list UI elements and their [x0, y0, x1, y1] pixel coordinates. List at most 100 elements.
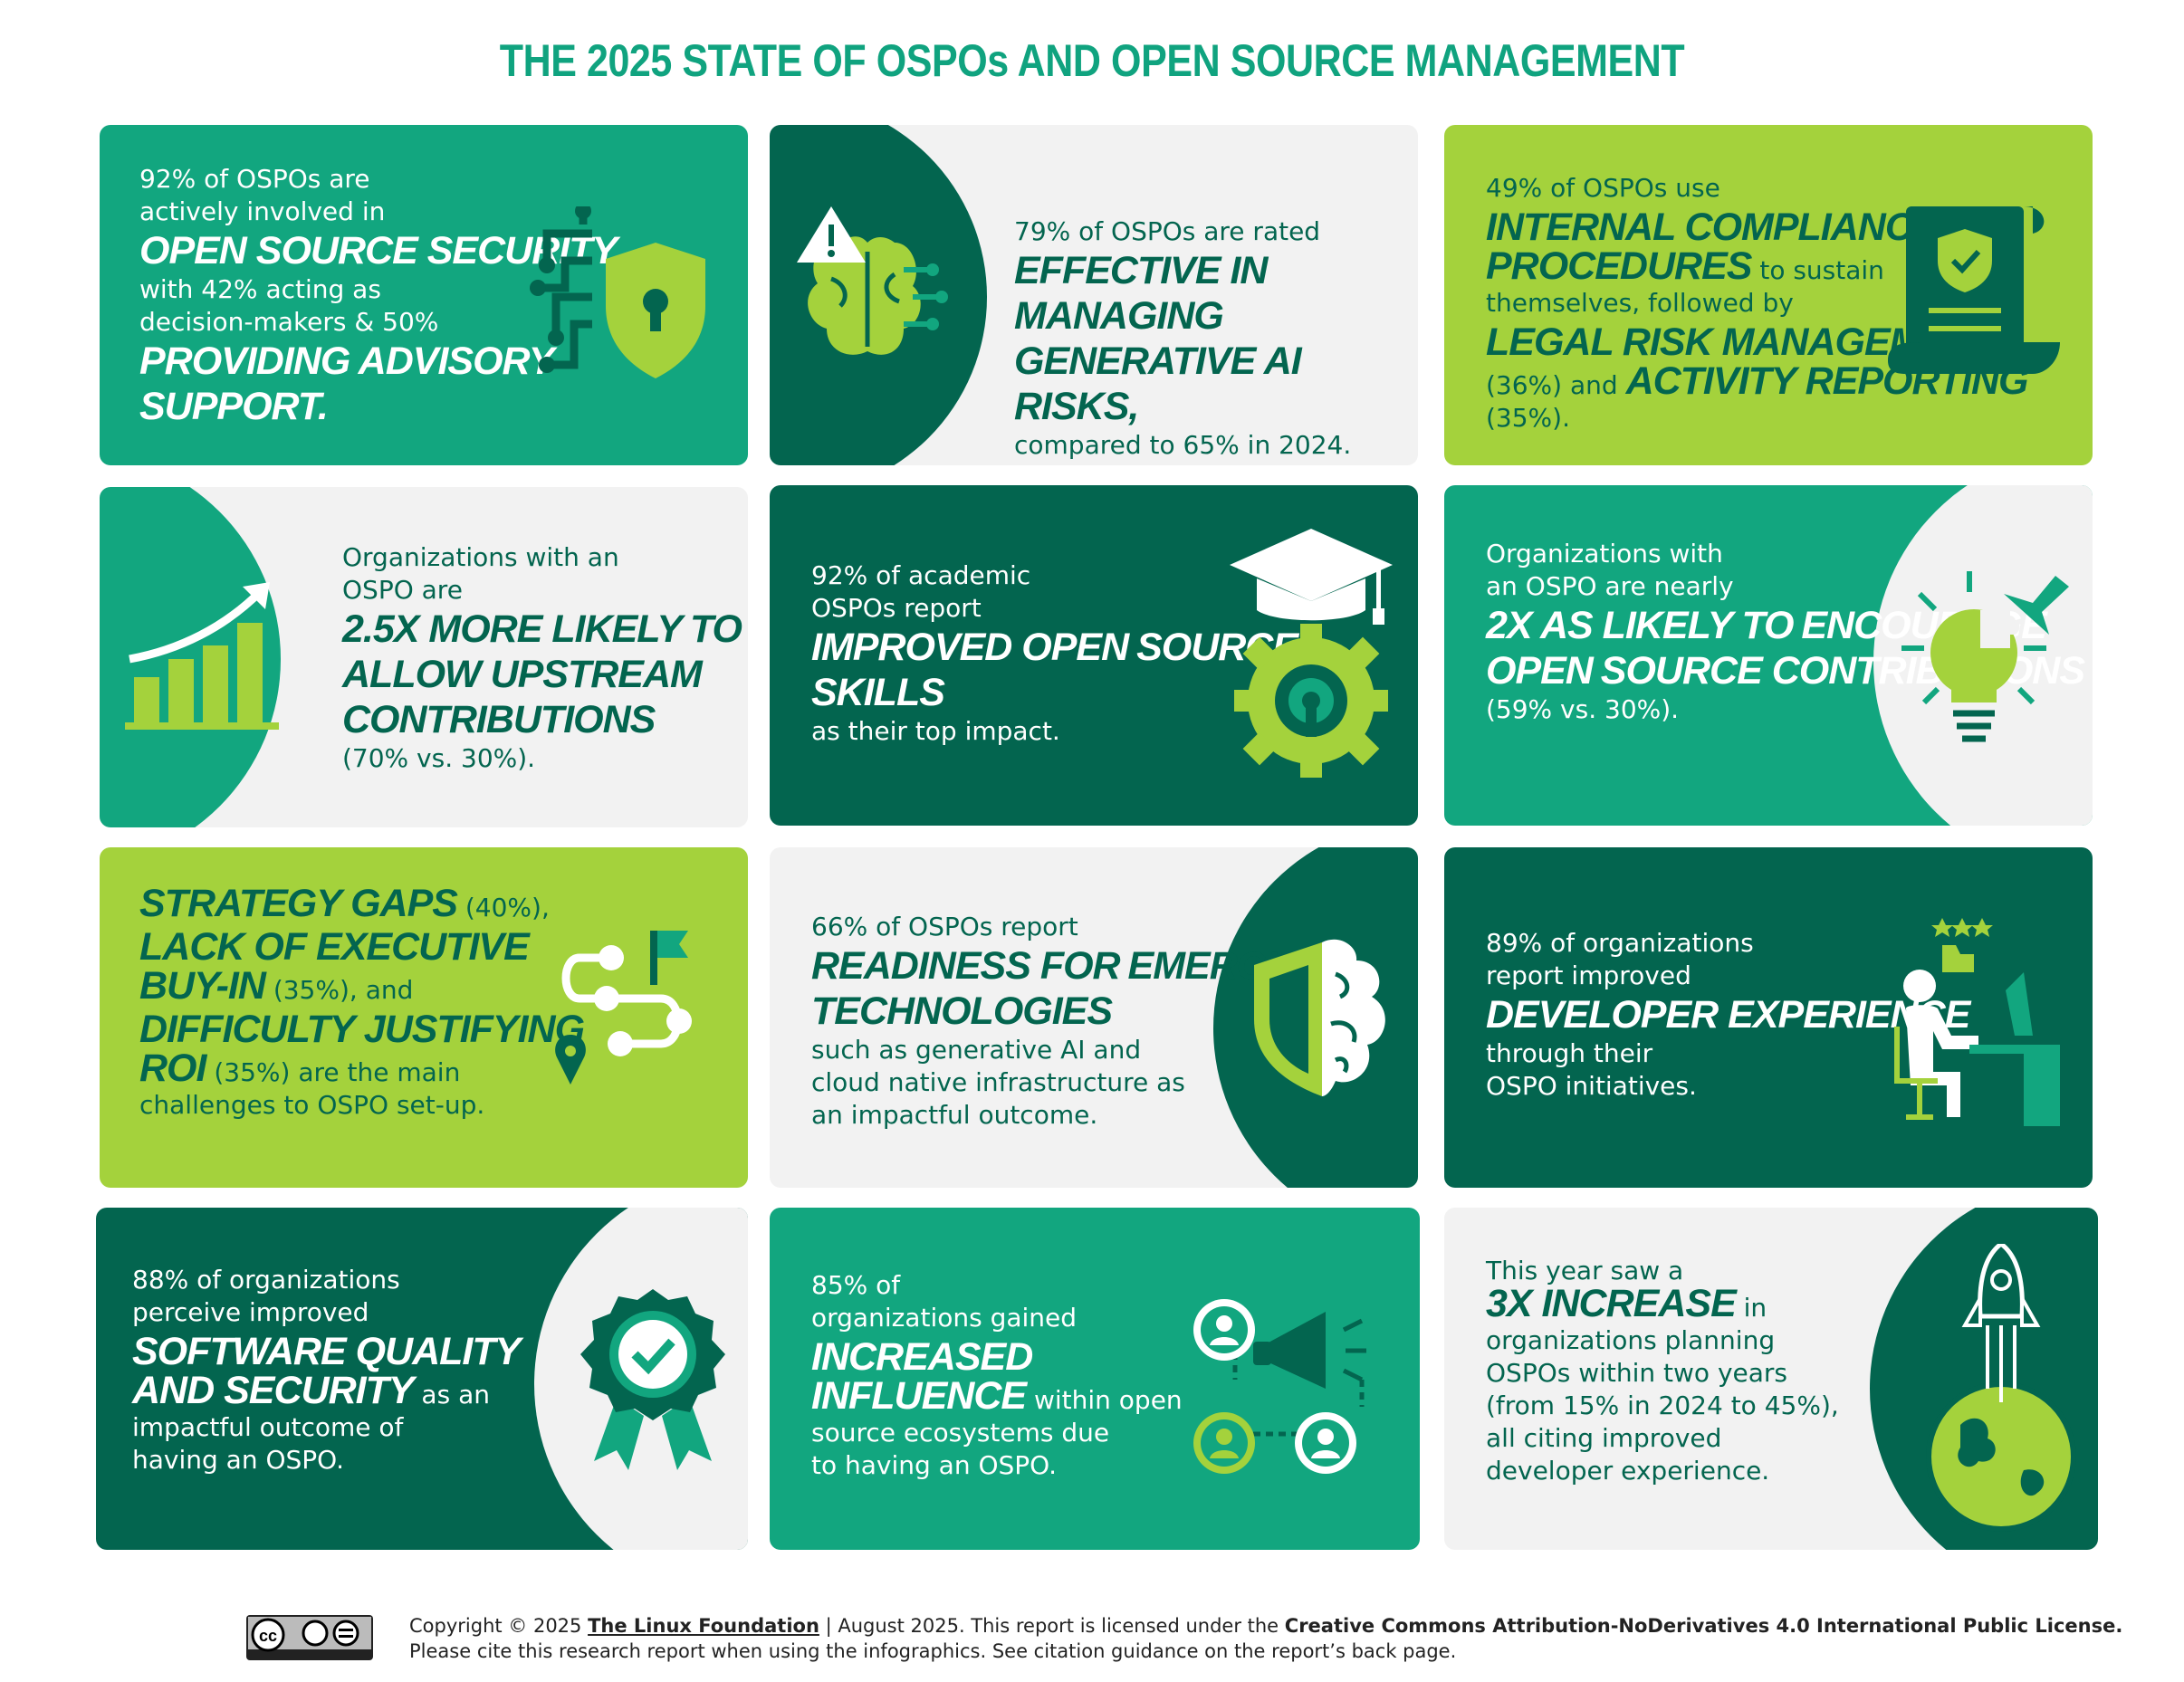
stat-line: with 42% acting as — [139, 274, 381, 304]
highlight: CONTRIBUTIONS — [342, 698, 656, 741]
highlight: INCREASED — [811, 1335, 1033, 1379]
stat-line: 88% of organizations — [132, 1265, 400, 1295]
stat-line: to having an OSPO. — [811, 1450, 1057, 1480]
highlight: AND SECURITY — [132, 1369, 415, 1412]
stat-line: cloud native infrastructure as — [811, 1067, 1185, 1097]
copyright-text: Copyright © 2025 — [409, 1615, 589, 1637]
graduation-gear-icon — [1230, 529, 1393, 778]
stat-line: organizations planning — [1486, 1325, 1776, 1355]
rocket-globe-icon — [1926, 1244, 2076, 1532]
highlight: DIFFICULTY JUSTIFYING — [139, 1008, 585, 1051]
stat-line: challenges to OSPO set-up. — [139, 1090, 485, 1120]
card-text: 92% of OSPOs are actively involved in OP… — [139, 163, 748, 429]
card-text: This year saw a 3X INCREASE in organizat… — [1486, 1255, 1839, 1487]
stat-line: as their top impact. — [811, 716, 1060, 746]
page-title: THE 2025 STATE OF OSPOs AND OPEN SOURCE … — [499, 35, 1685, 86]
highlight: READINESS FOR — [811, 944, 1121, 988]
license-link[interactable]: Creative Commons Attribution-NoDerivativ… — [1284, 1615, 2123, 1637]
stat-line: Organizations with an — [342, 542, 619, 572]
card-readiness: 66% of OSPOs report READINESS FOR EMERGI… — [770, 847, 1418, 1188]
card-text: 89% of organizations report improved DEV… — [1486, 927, 1970, 1103]
stat-line: actively involved in — [139, 196, 386, 226]
stat-line: 49% of OSPOs use — [1486, 173, 1720, 203]
highlight: IMPROVED OPEN — [811, 626, 1129, 669]
stat-line: (40%), — [456, 893, 550, 922]
stat-line: This year saw a — [1486, 1256, 1684, 1285]
stat-line: such as generative AI and — [811, 1035, 1142, 1065]
stat-line: 66% of OSPOs report — [811, 912, 1078, 941]
stat-line: an OSPO are nearly — [1486, 571, 1734, 601]
stat-line: compared to 65% in 2024. — [1014, 430, 1352, 460]
highlight: SOFTWARE QUALITY — [132, 1330, 521, 1373]
card-devex: 89% of organizations report improved DEV… — [1444, 847, 2093, 1188]
stat-line: (70% vs. 30%). — [342, 743, 536, 773]
highlight: EFFECTIVE IN MANAGING — [1014, 249, 1268, 338]
copyright-footer: Copyright © 2025 The Linux Foundation | … — [409, 1613, 2122, 1664]
card-encourage: Organizations with an OSPO are nearly 2X… — [1444, 485, 2093, 826]
card-quality: 88% of organizations perceive improved S… — [96, 1208, 748, 1550]
card-text: 85% of organizations gained INCREASED IN… — [811, 1269, 1183, 1482]
stat-line: to sustain — [1751, 255, 1884, 285]
card-text: 79% of OSPOs are rated EFFECTIVE IN MANA… — [1014, 215, 1418, 462]
card-text: STRATEGY GAPS (40%), LACK OF EXECUTIVE B… — [139, 884, 585, 1122]
shield-brain-icon — [1254, 939, 1385, 1096]
highlight: LACK OF EXECUTIVE — [139, 925, 530, 969]
highlight: SOURCE SKILLS — [811, 626, 1298, 714]
stat-line: organizations gained — [811, 1303, 1078, 1333]
stat-line: Organizations with — [1486, 539, 1723, 569]
brain-warning-icon — [797, 206, 948, 355]
circuit-shield-lock-icon — [530, 206, 705, 378]
highlight: BUY-IN — [139, 964, 266, 1008]
linux-foundation-link[interactable]: The Linux Foundation — [588, 1615, 819, 1637]
card-text: Organizations with an OSPO are 2.5X MORE… — [342, 541, 748, 775]
highlight: INFLUENCE — [811, 1374, 1027, 1418]
card-challenges: STRATEGY GAPS (40%), LACK OF EXECUTIVE B… — [100, 847, 748, 1188]
svg-text:cc: cc — [259, 1627, 277, 1645]
card-text: 88% of organizations perceive improved S… — [132, 1264, 521, 1477]
highlight: STRATEGY GAPS — [139, 882, 458, 925]
stat-line: decision-makers & 50% — [139, 307, 439, 337]
highlight: GENERATIVE AI RISKS, — [1014, 339, 1302, 428]
stat-line: (35%) are the main — [206, 1057, 461, 1087]
card-security: 92% of OSPOs are actively involved in OP… — [100, 125, 748, 465]
lightbulb-puzzle-icon — [1901, 571, 2069, 742]
stat-line: report improved — [1486, 960, 1691, 990]
highlight: PROCEDURES — [1486, 244, 1752, 288]
citation-note: Please cite this research report when us… — [409, 1640, 1457, 1662]
highlight: TO ALLOW UPSTREAM — [342, 607, 742, 696]
certificate-scroll-icon — [1888, 206, 2060, 374]
stat-line: 92% of academic — [811, 560, 1031, 590]
highlight: SUPPORT. — [139, 385, 329, 428]
card-genai: 79% of OSPOs are rated EFFECTIVE IN MANA… — [770, 125, 1418, 465]
stat-line: (59% vs. 30%). — [1486, 694, 1680, 724]
megaphone-people-icon — [1193, 1299, 1366, 1474]
stat-line: themselves, followed by — [1486, 288, 1794, 318]
stat-line: as an — [413, 1380, 490, 1410]
stat-line: all citing improved — [1486, 1423, 1722, 1453]
cc-by-nd-icon: cc — [246, 1615, 373, 1660]
stat-line: OSPO are — [342, 575, 463, 605]
highlight: 2X AS LIKELY TO — [1486, 604, 1794, 647]
card-influence: 85% of organizations gained INCREASED IN… — [770, 1208, 1420, 1550]
card-text: 92% of academic OSPOs report IMPROVED OP… — [811, 559, 1418, 748]
highlight: ROI — [139, 1046, 206, 1090]
highlight: PROVIDING ADVISORY — [139, 339, 554, 383]
stat-line: perceive improved — [132, 1297, 369, 1327]
stat-line: developer experience. — [1486, 1456, 1770, 1486]
highlight: 3X INCREASE — [1486, 1282, 1737, 1325]
quality-badge-icon — [580, 1289, 725, 1470]
card-increase: This year saw a 3X INCREASE in organizat… — [1444, 1208, 2098, 1550]
stat-line: OSPOs report — [811, 593, 982, 623]
stat-line: in — [1735, 1293, 1767, 1323]
stat-line: 79% of OSPOs are rated — [1014, 216, 1321, 246]
stat-line: impactful outcome of — [132, 1412, 404, 1442]
card-academic: 92% of academic OSPOs report IMPROVED OP… — [770, 485, 1418, 826]
highlight: DEVELOPER EXPERIENCE — [1486, 993, 1970, 1037]
stat-line: (35%), and — [264, 975, 414, 1005]
card-upstream: Organizations with an OSPO are 2.5X MORE… — [100, 487, 748, 827]
stat-line: within open — [1026, 1385, 1183, 1415]
card-text: 49% of OSPOs use INTERNAL COMPLIANCE PRO… — [1486, 172, 2093, 435]
roadmap-flag-icon — [555, 931, 692, 1085]
stat-line: OSPOs within two years — [1486, 1358, 1788, 1388]
highlight: INTERNAL COMPLIANCE — [1486, 205, 1939, 249]
